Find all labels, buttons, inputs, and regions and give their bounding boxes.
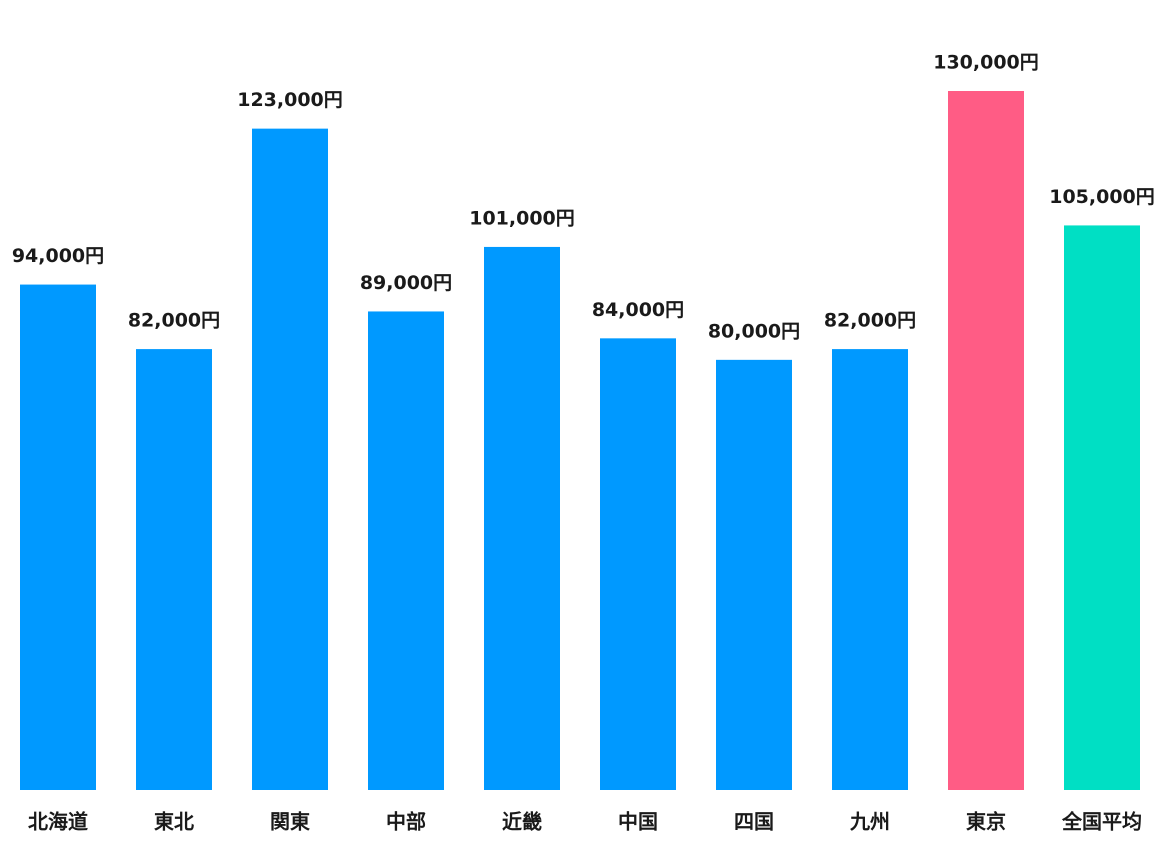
x-tick-label: 東北 (154, 810, 194, 834)
value-label: 80,000円 (708, 320, 800, 342)
value-label: 94,000円 (12, 245, 104, 267)
bar (484, 246, 560, 790)
x-tick-label: 中部 (386, 810, 426, 834)
value-label: 89,000円 (360, 272, 452, 294)
bar (20, 284, 96, 790)
bar (948, 91, 1024, 790)
value-label: 84,000円 (592, 299, 684, 321)
value-label: 82,000円 (824, 310, 916, 332)
value-label: 123,000円 (237, 89, 343, 111)
value-label: 130,000円 (933, 52, 1039, 74)
x-tick-label: 関東 (270, 810, 310, 834)
bar (832, 349, 908, 790)
bar (1064, 225, 1140, 790)
bar (368, 311, 444, 790)
x-tick-label: 全国平均 (1061, 810, 1142, 834)
value-label: 105,000円 (1049, 186, 1155, 208)
x-tick-label: 四国 (734, 810, 774, 834)
x-tick-label: 北海道 (28, 810, 88, 834)
value-label: 101,000円 (469, 207, 575, 229)
bar (252, 128, 328, 791)
x-tick-label: 九州 (849, 810, 890, 834)
x-tick-label: 中国 (618, 810, 658, 834)
x-tick-label: 東京 (966, 810, 1006, 834)
bar (136, 349, 212, 790)
value-label: 82,000円 (128, 310, 220, 332)
bar (716, 359, 792, 790)
x-tick-label: 近畿 (502, 810, 542, 834)
bar (600, 338, 676, 790)
